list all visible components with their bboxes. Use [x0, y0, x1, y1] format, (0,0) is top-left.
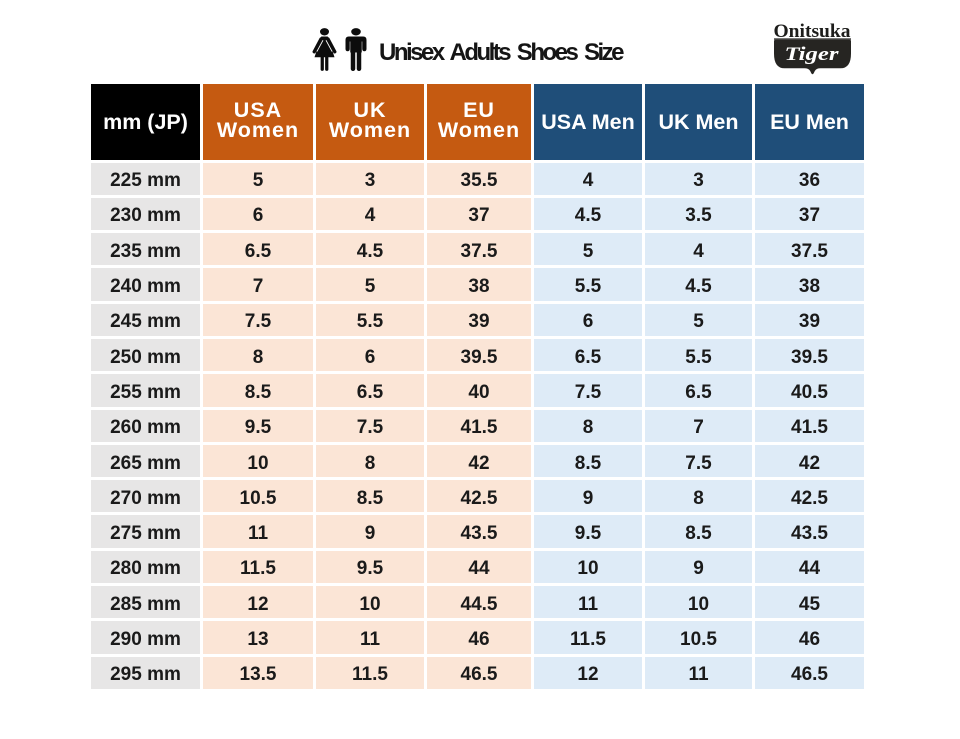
- svg-text:Tiger: Tiger: [785, 44, 840, 65]
- svg-text:Onitsuka: Onitsuka: [774, 23, 851, 42]
